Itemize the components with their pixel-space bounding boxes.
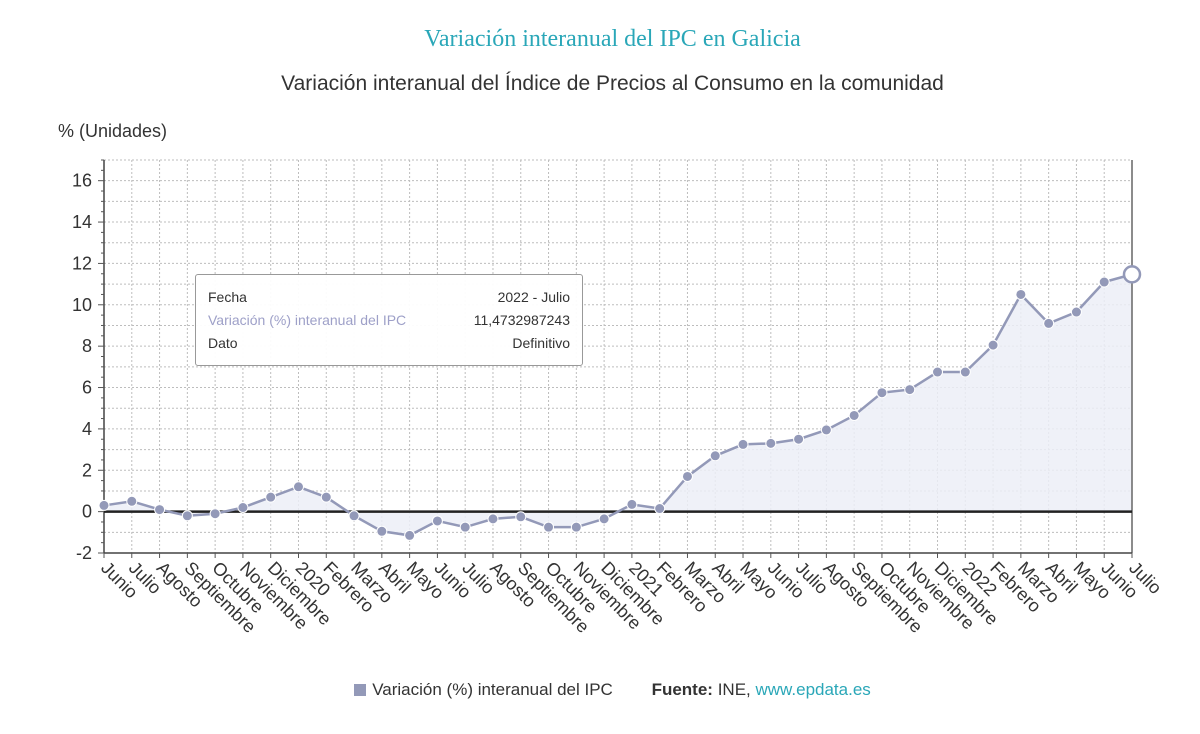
data-points bbox=[98, 265, 1142, 541]
source-org: INE, bbox=[717, 680, 751, 699]
data-point bbox=[848, 409, 860, 421]
data-point bbox=[1043, 317, 1055, 329]
data-point bbox=[1015, 288, 1027, 300]
legend-swatch bbox=[354, 684, 367, 696]
data-point bbox=[265, 491, 277, 503]
data-point bbox=[320, 491, 332, 503]
data-point bbox=[348, 510, 360, 522]
data-point bbox=[570, 521, 582, 533]
data-point bbox=[209, 508, 221, 520]
y-tick-label: 2 bbox=[82, 460, 92, 480]
data-point bbox=[431, 515, 443, 527]
x-tick-labels: JunioJulioAgostoSeptiembreOctubreNoviemb… bbox=[97, 558, 1165, 637]
y-tick-label: 8 bbox=[82, 336, 92, 356]
data-point bbox=[237, 501, 249, 513]
y-tick-label: 16 bbox=[72, 171, 92, 191]
data-point bbox=[598, 513, 610, 525]
tooltip-value: 11,4732987243 bbox=[473, 312, 570, 328]
axes bbox=[98, 159, 1133, 558]
tooltip-row-date: Fecha 2022 - Julio bbox=[208, 289, 570, 309]
data-point bbox=[987, 339, 999, 351]
highlighted-data-point bbox=[1122, 265, 1142, 284]
data-point bbox=[626, 498, 638, 510]
data-point bbox=[876, 387, 888, 399]
area-path bbox=[104, 274, 1132, 536]
y-tick-label: 14 bbox=[72, 212, 92, 232]
y-tick-label: 0 bbox=[82, 502, 92, 522]
chart-title: Variación interanual del IPC en Galicia bbox=[424, 26, 801, 52]
data-point bbox=[904, 384, 916, 396]
chart-footer: Variación (%) interanual del IPC Fuente:… bbox=[0, 680, 1200, 700]
data-point bbox=[126, 495, 138, 507]
data-point bbox=[404, 529, 416, 541]
y-tick-label: 6 bbox=[82, 378, 92, 398]
y-tick-labels: -2 0 2 4 6 8 10 12 14 16 bbox=[72, 171, 92, 563]
tooltip-value: 2022 - Julio bbox=[497, 289, 570, 305]
data-point bbox=[709, 450, 721, 462]
data-point bbox=[487, 513, 499, 525]
tooltip-row-status: Dato Definitivo bbox=[208, 335, 570, 355]
chart-subtitle: Variación interanual del Índice de Preci… bbox=[281, 72, 944, 95]
y-tick-label: 10 bbox=[72, 295, 92, 315]
data-point bbox=[543, 521, 555, 533]
legend-label[interactable]: Variación (%) interanual del IPC bbox=[372, 680, 613, 699]
data-point bbox=[1070, 306, 1082, 318]
data-point bbox=[820, 424, 832, 436]
data-point bbox=[1098, 276, 1110, 288]
tooltip-value: Definitivo bbox=[512, 335, 570, 351]
data-point bbox=[959, 366, 971, 378]
tooltip-key: Dato bbox=[208, 335, 238, 351]
data-point bbox=[181, 510, 193, 522]
data-point bbox=[376, 525, 388, 537]
source-link[interactable]: www.epdata.es bbox=[755, 680, 871, 699]
source-label: Fuente: bbox=[651, 680, 713, 699]
data-point bbox=[98, 499, 110, 511]
y-tick-label: 12 bbox=[72, 253, 92, 273]
data-point bbox=[459, 521, 471, 533]
y-tick-label: -2 bbox=[76, 543, 92, 563]
area-fill bbox=[104, 274, 1132, 536]
data-point bbox=[292, 481, 304, 493]
y-tick-label: 4 bbox=[82, 419, 92, 439]
data-point bbox=[154, 504, 166, 516]
data-point bbox=[765, 437, 777, 449]
data-point bbox=[793, 433, 805, 445]
source-note: Fuente: INE, www.epdata.es bbox=[652, 680, 871, 699]
tooltip-row-series: Variación (%) interanual del IPC 11,4732… bbox=[208, 312, 570, 332]
data-point bbox=[515, 511, 527, 523]
data-tooltip: Fecha 2022 - Julio Variación (%) interan… bbox=[195, 274, 583, 366]
y-axis-label: % (Unidades) bbox=[58, 121, 168, 141]
tooltip-key: Variación (%) interanual del IPC bbox=[208, 312, 407, 328]
data-point bbox=[932, 366, 944, 378]
data-point bbox=[681, 470, 693, 482]
data-point bbox=[654, 503, 666, 515]
data-point bbox=[737, 438, 749, 450]
tooltip-key: Fecha bbox=[208, 289, 247, 305]
